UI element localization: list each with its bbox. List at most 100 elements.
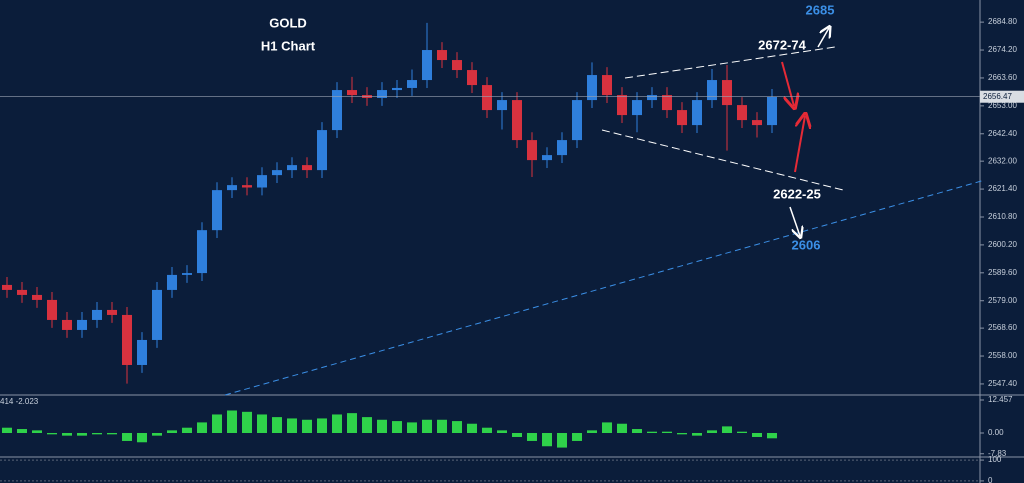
- histogram-bar: [92, 433, 102, 435]
- histogram-bar: [437, 419, 447, 434]
- arrow: [781, 61, 794, 106]
- histogram-bar: [542, 433, 552, 447]
- candle-body: [662, 95, 672, 111]
- candle-body: [122, 314, 132, 365]
- y-tick-label: 2589.60: [988, 268, 1017, 277]
- histogram-bar: [677, 433, 687, 435]
- histogram-bar: [632, 429, 642, 434]
- annotation: 2672-74: [758, 37, 806, 52]
- y-tick-label: 2642.40: [988, 129, 1017, 138]
- candle-body: [602, 75, 612, 96]
- candle-body: [302, 165, 312, 171]
- histogram-bar: [332, 414, 342, 434]
- histogram-bar: [707, 430, 717, 434]
- candle-body: [422, 50, 432, 81]
- channel-bottom: [601, 129, 844, 191]
- candle-body: [2, 284, 12, 290]
- histogram-bar: [617, 423, 627, 434]
- histogram-bar: [497, 430, 507, 434]
- y-tick-label: 2621.40: [988, 184, 1017, 193]
- annotation: 2685: [806, 2, 835, 17]
- histogram-bar: [377, 419, 387, 434]
- annotation: 2622-25: [773, 186, 821, 201]
- y-tick-label: 2568.60: [988, 323, 1017, 332]
- candle-body: [482, 85, 492, 111]
- y-tick-label: 2663.60: [988, 73, 1017, 82]
- y-tick-label: 2610.80: [988, 212, 1017, 221]
- histogram-bar: [197, 422, 207, 434]
- chart-title: GOLD: [269, 15, 307, 30]
- histogram-bar: [137, 433, 147, 443]
- histogram-bar: [2, 427, 12, 434]
- candle-body: [182, 273, 192, 275]
- y-tick-label: 2600.20: [988, 240, 1017, 249]
- annotation: 2606: [792, 237, 821, 252]
- candle-body: [722, 80, 732, 106]
- histogram-bar: [692, 433, 702, 436]
- y-tick-label: 2558.00: [988, 351, 1017, 360]
- arrow: [789, 206, 800, 236]
- candle-body: [572, 100, 582, 141]
- candle-body: [92, 309, 102, 320]
- histogram-bar: [737, 431, 747, 434]
- candle-body: [677, 110, 687, 126]
- y-tick-label: 100: [988, 455, 1002, 464]
- histogram-bar: [587, 430, 597, 434]
- arrow: [794, 116, 805, 173]
- candle-body: [242, 185, 252, 188]
- candle-body: [752, 120, 762, 126]
- y-tick-label: 0: [988, 476, 993, 483]
- histogram-bar: [47, 433, 57, 435]
- trend-line: [224, 179, 986, 396]
- candle-body: [377, 90, 387, 98]
- indicator-label: 414 -2.023: [0, 397, 39, 406]
- candle-body: [452, 60, 462, 71]
- candle-body: [167, 274, 177, 290]
- histogram-bar: [452, 421, 462, 434]
- y-tick-label: 2547.40: [988, 379, 1017, 388]
- candle-body: [467, 70, 477, 86]
- candle-body: [287, 165, 297, 171]
- y-tick-label: 2684.80: [988, 17, 1017, 26]
- histogram-bar: [752, 433, 762, 437]
- histogram-bar: [167, 430, 177, 434]
- candle-body: [527, 140, 537, 161]
- histogram-bar: [467, 423, 477, 434]
- histogram-bar: [722, 426, 732, 434]
- candle-body: [32, 294, 42, 300]
- last-price-box: [980, 90, 1024, 103]
- candle-body: [512, 100, 522, 141]
- candle-body: [632, 100, 642, 116]
- histogram-bar: [482, 427, 492, 434]
- chart-subtitle: H1 Chart: [261, 38, 316, 53]
- histogram-bar: [572, 433, 582, 441]
- histogram-bar: [287, 418, 297, 434]
- histogram-bar: [17, 429, 27, 434]
- y-tick-label: 2579.00: [988, 296, 1017, 305]
- candle-body: [17, 289, 27, 295]
- y-tick-label: 2674.20: [988, 45, 1017, 54]
- candle-body: [587, 75, 597, 101]
- candle-body: [47, 299, 57, 320]
- arrow: [817, 28, 829, 48]
- histogram-bar: [557, 433, 567, 448]
- histogram-bar: [182, 427, 192, 434]
- candle-body: [317, 130, 327, 171]
- candle-body: [497, 100, 507, 111]
- candle-body: [332, 90, 342, 131]
- histogram-bar: [512, 433, 522, 437]
- histogram-bar: [122, 433, 132, 441]
- candle-body: [62, 319, 72, 330]
- y-tick-label: 0.00: [988, 428, 1004, 437]
- histogram-bar: [362, 417, 372, 434]
- histogram-bar: [602, 422, 612, 434]
- histogram-bar: [392, 421, 402, 434]
- histogram-bar: [422, 419, 432, 434]
- candle-body: [737, 105, 747, 121]
- y-tick-label: -7.83: [988, 449, 1007, 458]
- candle-body: [557, 140, 567, 156]
- candle-body: [197, 230, 207, 274]
- histogram-bar: [302, 419, 312, 434]
- candle-body: [212, 190, 222, 231]
